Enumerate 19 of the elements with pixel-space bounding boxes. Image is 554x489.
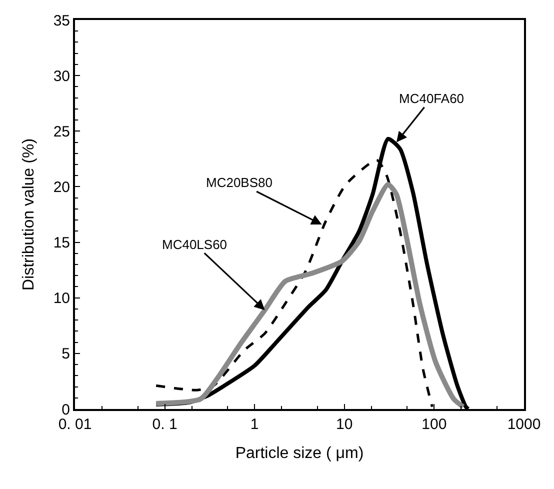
y-tick-label: 0 (62, 401, 70, 418)
annotation: MC40LS60 (162, 237, 228, 252)
y-tick-label: 10 (53, 290, 70, 308)
x-tick-label: 10 (336, 416, 353, 433)
annotation: MC40FA60 (399, 91, 464, 106)
x-tick-label: 1000 (507, 416, 541, 433)
x-tick-label: 0. 1 (152, 416, 178, 433)
y-tick-label: 20 (53, 178, 70, 196)
y-axis-title: Distribution value (%) (20, 138, 38, 291)
x-tick-label: 100 (422, 416, 447, 433)
y-tick-label: 15 (53, 234, 70, 252)
x-tick-label: 1 (250, 416, 259, 433)
x-axis-title: Particle size ( μm) (235, 445, 364, 462)
y-tick-label: 35 (53, 12, 70, 30)
y-tick-label: 30 (53, 68, 70, 85)
x-tick-label: 0. 01 (58, 416, 92, 433)
y-tick-label: 5 (62, 346, 70, 363)
y-tick-label: 25 (53, 123, 70, 140)
annotation: MC20BS80 (206, 175, 272, 190)
